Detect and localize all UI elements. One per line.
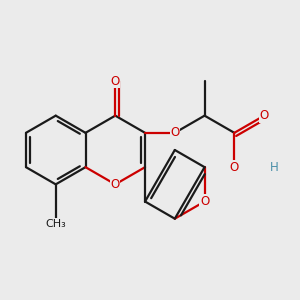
Text: CH₃: CH₃ <box>45 219 66 229</box>
Text: O: O <box>111 178 120 191</box>
Text: H: H <box>270 161 278 174</box>
Text: O: O <box>260 109 269 122</box>
Text: O: O <box>111 75 120 88</box>
Text: O: O <box>170 126 179 139</box>
Text: O: O <box>230 161 239 174</box>
Text: O: O <box>200 195 209 208</box>
